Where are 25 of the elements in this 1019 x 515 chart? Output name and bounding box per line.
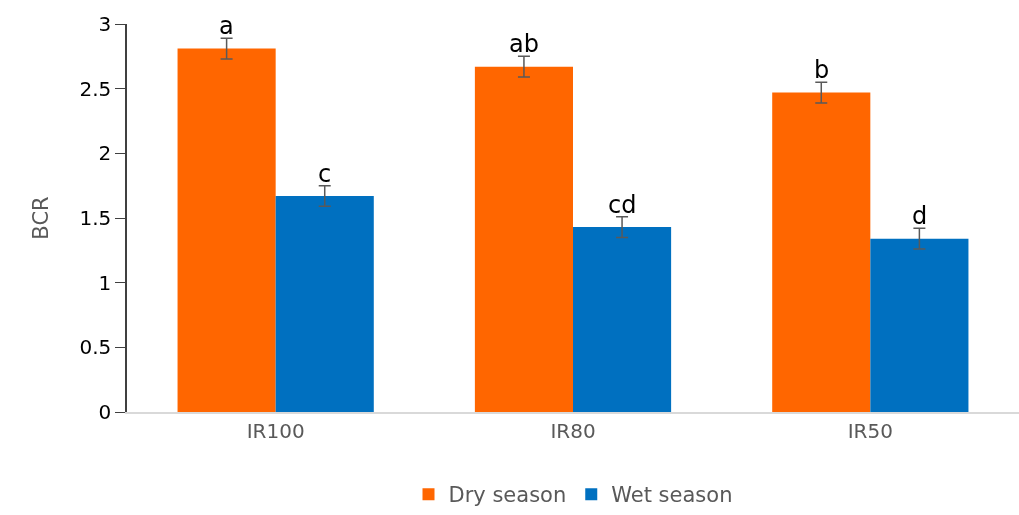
bar — [772, 92, 871, 412]
data-label: a — [219, 12, 234, 40]
y-tick-label: 1.5 — [79, 206, 112, 230]
y-tick-label: 1 — [98, 270, 112, 295]
legend-label: Wet season — [611, 483, 733, 508]
data-label: cd — [608, 191, 637, 219]
y-tick-label: 2 — [98, 141, 112, 166]
y-tick-label: 0 — [98, 400, 112, 424]
bar — [474, 66, 573, 412]
x-tick-label: IR50 — [847, 419, 893, 443]
data-label: b — [814, 56, 830, 84]
bar — [573, 227, 672, 412]
y-axis-title: BCR — [29, 196, 54, 240]
data-label: d — [912, 202, 928, 230]
data-label: ab — [509, 30, 539, 58]
x-tick-label: IR100 — [246, 419, 305, 443]
bar — [870, 238, 969, 412]
x-tick-label: IR80 — [550, 419, 596, 443]
y-tick-label: 3 — [98, 12, 112, 36]
legend-label: Dry season — [448, 483, 567, 508]
data-label: c — [318, 160, 332, 188]
bar — [275, 196, 374, 412]
bar — [177, 48, 276, 412]
y-tick-label: 0.5 — [79, 335, 112, 360]
y-tick-label: 2.5 — [79, 76, 112, 101]
